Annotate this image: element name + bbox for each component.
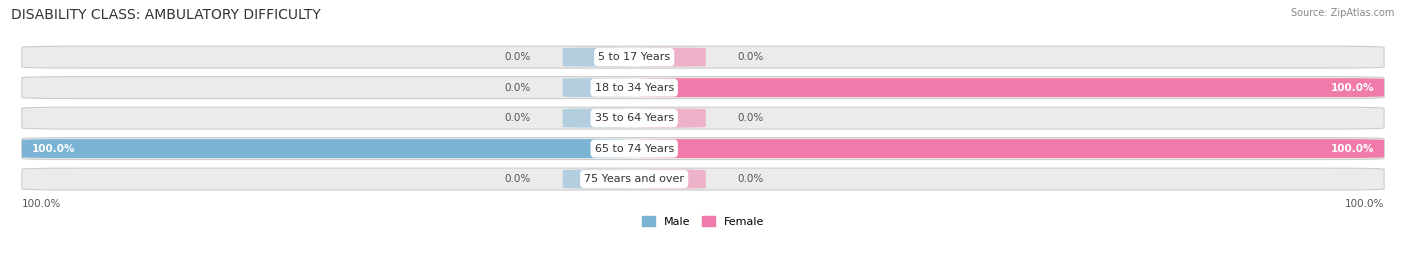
Text: Source: ZipAtlas.com: Source: ZipAtlas.com — [1291, 8, 1395, 18]
FancyBboxPatch shape — [22, 138, 1384, 160]
Text: 0.0%: 0.0% — [505, 113, 531, 123]
FancyBboxPatch shape — [22, 77, 1384, 99]
Text: 0.0%: 0.0% — [505, 52, 531, 62]
Text: 0.0%: 0.0% — [737, 113, 763, 123]
Text: 100.0%: 100.0% — [1331, 144, 1375, 154]
Text: 65 to 74 Years: 65 to 74 Years — [595, 144, 673, 154]
FancyBboxPatch shape — [562, 109, 631, 128]
Text: 100.0%: 100.0% — [31, 144, 75, 154]
FancyBboxPatch shape — [637, 48, 706, 67]
FancyBboxPatch shape — [637, 78, 1384, 97]
Text: 0.0%: 0.0% — [505, 83, 531, 93]
Text: DISABILITY CLASS: AMBULATORY DIFFICULTY: DISABILITY CLASS: AMBULATORY DIFFICULTY — [11, 8, 321, 22]
Text: 100.0%: 100.0% — [1331, 83, 1375, 93]
FancyBboxPatch shape — [22, 107, 1384, 129]
FancyBboxPatch shape — [22, 168, 1384, 190]
FancyBboxPatch shape — [562, 78, 631, 97]
FancyBboxPatch shape — [22, 139, 631, 158]
Text: 0.0%: 0.0% — [505, 174, 531, 184]
Text: 0.0%: 0.0% — [737, 52, 763, 62]
Text: 0.0%: 0.0% — [737, 174, 763, 184]
Text: 5 to 17 Years: 5 to 17 Years — [598, 52, 671, 62]
Text: 100.0%: 100.0% — [1344, 199, 1384, 209]
FancyBboxPatch shape — [562, 48, 631, 67]
FancyBboxPatch shape — [637, 170, 706, 189]
FancyBboxPatch shape — [562, 170, 631, 189]
Legend: Male, Female: Male, Female — [641, 216, 765, 227]
Text: 100.0%: 100.0% — [22, 199, 62, 209]
Text: 35 to 64 Years: 35 to 64 Years — [595, 113, 673, 123]
FancyBboxPatch shape — [637, 139, 1384, 158]
Text: 75 Years and over: 75 Years and over — [585, 174, 685, 184]
Text: 18 to 34 Years: 18 to 34 Years — [595, 83, 673, 93]
FancyBboxPatch shape — [22, 46, 1384, 68]
FancyBboxPatch shape — [637, 109, 706, 128]
